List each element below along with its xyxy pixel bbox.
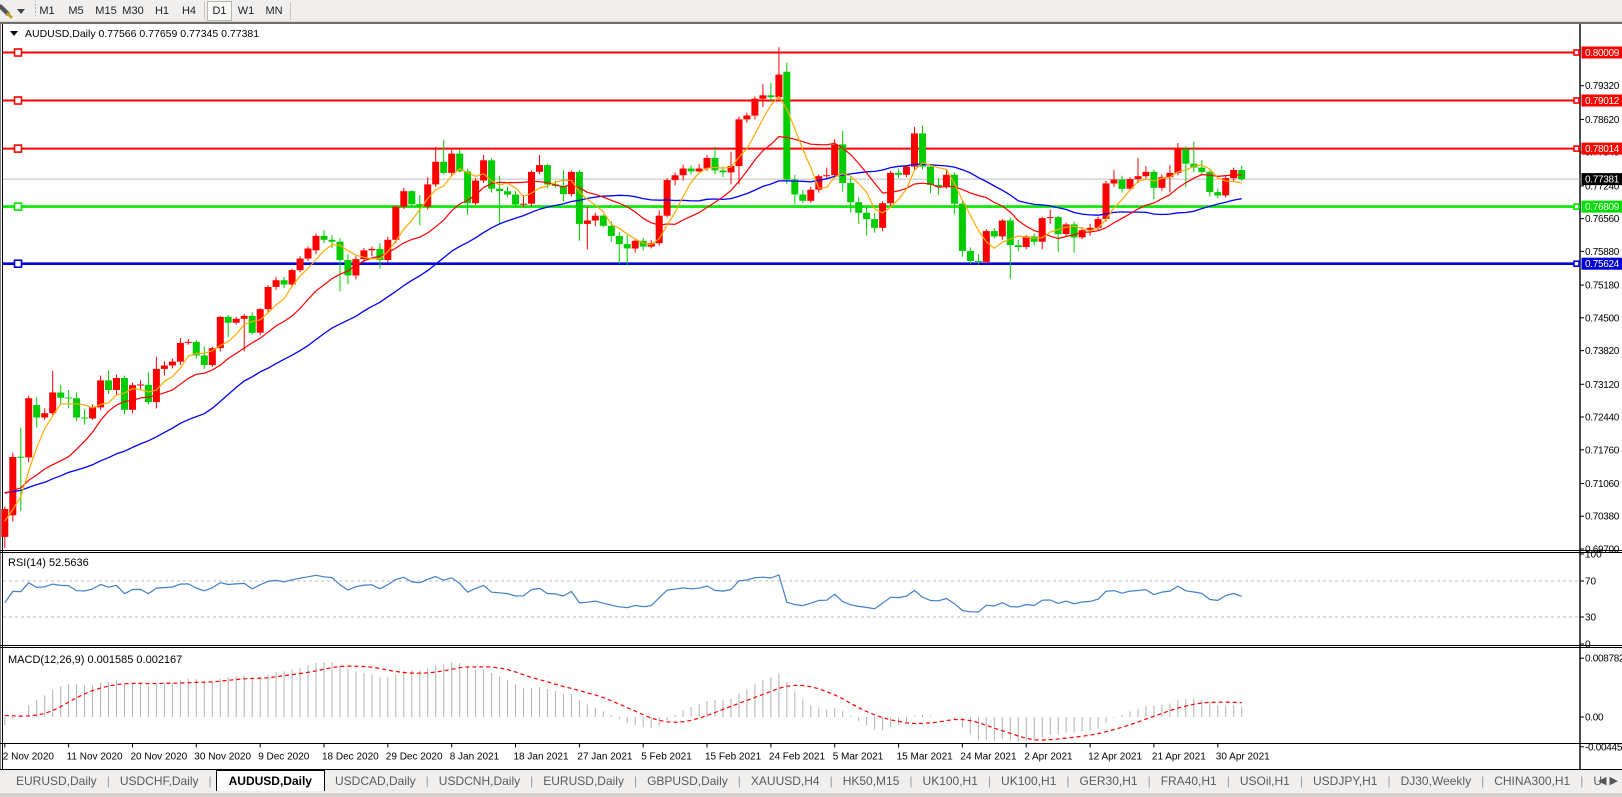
svg-text:30 Nov 2020: 30 Nov 2020: [194, 752, 251, 763]
svg-text:0.78014: 0.78014: [1585, 144, 1620, 155]
svg-text:0.72440: 0.72440: [1585, 413, 1620, 424]
svg-text:21 Apr 2021: 21 Apr 2021: [1152, 752, 1206, 763]
svg-text:RSI(14) 52.5636: RSI(14) 52.5636: [8, 557, 89, 569]
svg-text:0.75624: 0.75624: [1585, 259, 1620, 270]
svg-text:2 Apr 2021: 2 Apr 2021: [1024, 752, 1073, 763]
svg-text:-0.004451: -0.004451: [1585, 742, 1622, 753]
svg-text:5 Mar 2021: 5 Mar 2021: [833, 752, 884, 763]
svg-text:0.77381: 0.77381: [1585, 175, 1620, 186]
svg-text:30 Apr 2021: 30 Apr 2021: [1216, 752, 1270, 763]
svg-text:0.79012: 0.79012: [1585, 96, 1620, 107]
svg-text:24 Feb 2021: 24 Feb 2021: [769, 752, 826, 763]
svg-text:0.70380: 0.70380: [1585, 512, 1620, 523]
svg-text:0.77240: 0.77240: [1585, 181, 1620, 192]
svg-text:29 Dec 2020: 29 Dec 2020: [386, 752, 443, 763]
svg-text:0: 0: [1585, 640, 1591, 651]
svg-text:0.008782: 0.008782: [1585, 654, 1622, 665]
svg-text:15 Mar 2021: 15 Mar 2021: [897, 752, 954, 763]
svg-text:0.80009: 0.80009: [1585, 48, 1620, 59]
svg-text:0.71760: 0.71760: [1585, 445, 1620, 456]
svg-text:0.75180: 0.75180: [1585, 281, 1620, 292]
svg-text:24 Mar 2021: 24 Mar 2021: [960, 752, 1017, 763]
svg-text:18 Dec 2020: 18 Dec 2020: [322, 752, 379, 763]
svg-text:30: 30: [1585, 613, 1597, 624]
svg-text:12 Apr 2021: 12 Apr 2021: [1088, 752, 1142, 763]
svg-text:MACD(12,26,9) 0.001585 0.00216: MACD(12,26,9) 0.001585 0.002167: [8, 654, 182, 666]
svg-text:0.75880: 0.75880: [1585, 247, 1620, 258]
svg-text:27 Jan 2021: 27 Jan 2021: [577, 752, 632, 763]
svg-text:20 Nov 2020: 20 Nov 2020: [131, 752, 188, 763]
svg-text:18 Jan 2021: 18 Jan 2021: [514, 752, 569, 763]
svg-text:15 Feb 2021: 15 Feb 2021: [705, 752, 762, 763]
svg-text:0.69700: 0.69700: [1585, 545, 1620, 556]
svg-text:0.78620: 0.78620: [1585, 115, 1620, 126]
svg-text:9 Dec 2020: 9 Dec 2020: [258, 752, 310, 763]
svg-text:0.73820: 0.73820: [1585, 346, 1620, 357]
svg-text:0.79320: 0.79320: [1585, 81, 1620, 92]
svg-text:0.74500: 0.74500: [1585, 313, 1620, 324]
svg-text:0.73120: 0.73120: [1585, 380, 1620, 391]
svg-text:8 Jan 2021: 8 Jan 2021: [450, 752, 500, 763]
svg-text:0.00: 0.00: [1585, 713, 1604, 724]
svg-text:0.76560: 0.76560: [1585, 214, 1620, 225]
svg-text:2 Nov 2020: 2 Nov 2020: [3, 752, 55, 763]
svg-text:5 Feb 2021: 5 Feb 2021: [641, 752, 692, 763]
svg-text:11 Nov 2020: 11 Nov 2020: [67, 752, 123, 763]
svg-text:70: 70: [1585, 577, 1597, 588]
svg-text:AUDUSD,Daily 0.77566 0.77659: AUDUSD,Daily 0.77566 0.77659 0.77345 0.7…: [25, 28, 259, 40]
svg-text:0.71060: 0.71060: [1585, 479, 1620, 490]
svg-text:100: 100: [1585, 550, 1602, 561]
svg-text:0.76809: 0.76809: [1585, 202, 1620, 213]
